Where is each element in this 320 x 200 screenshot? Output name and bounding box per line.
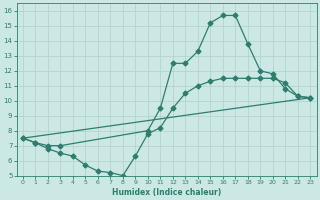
X-axis label: Humidex (Indice chaleur): Humidex (Indice chaleur)	[112, 188, 221, 197]
